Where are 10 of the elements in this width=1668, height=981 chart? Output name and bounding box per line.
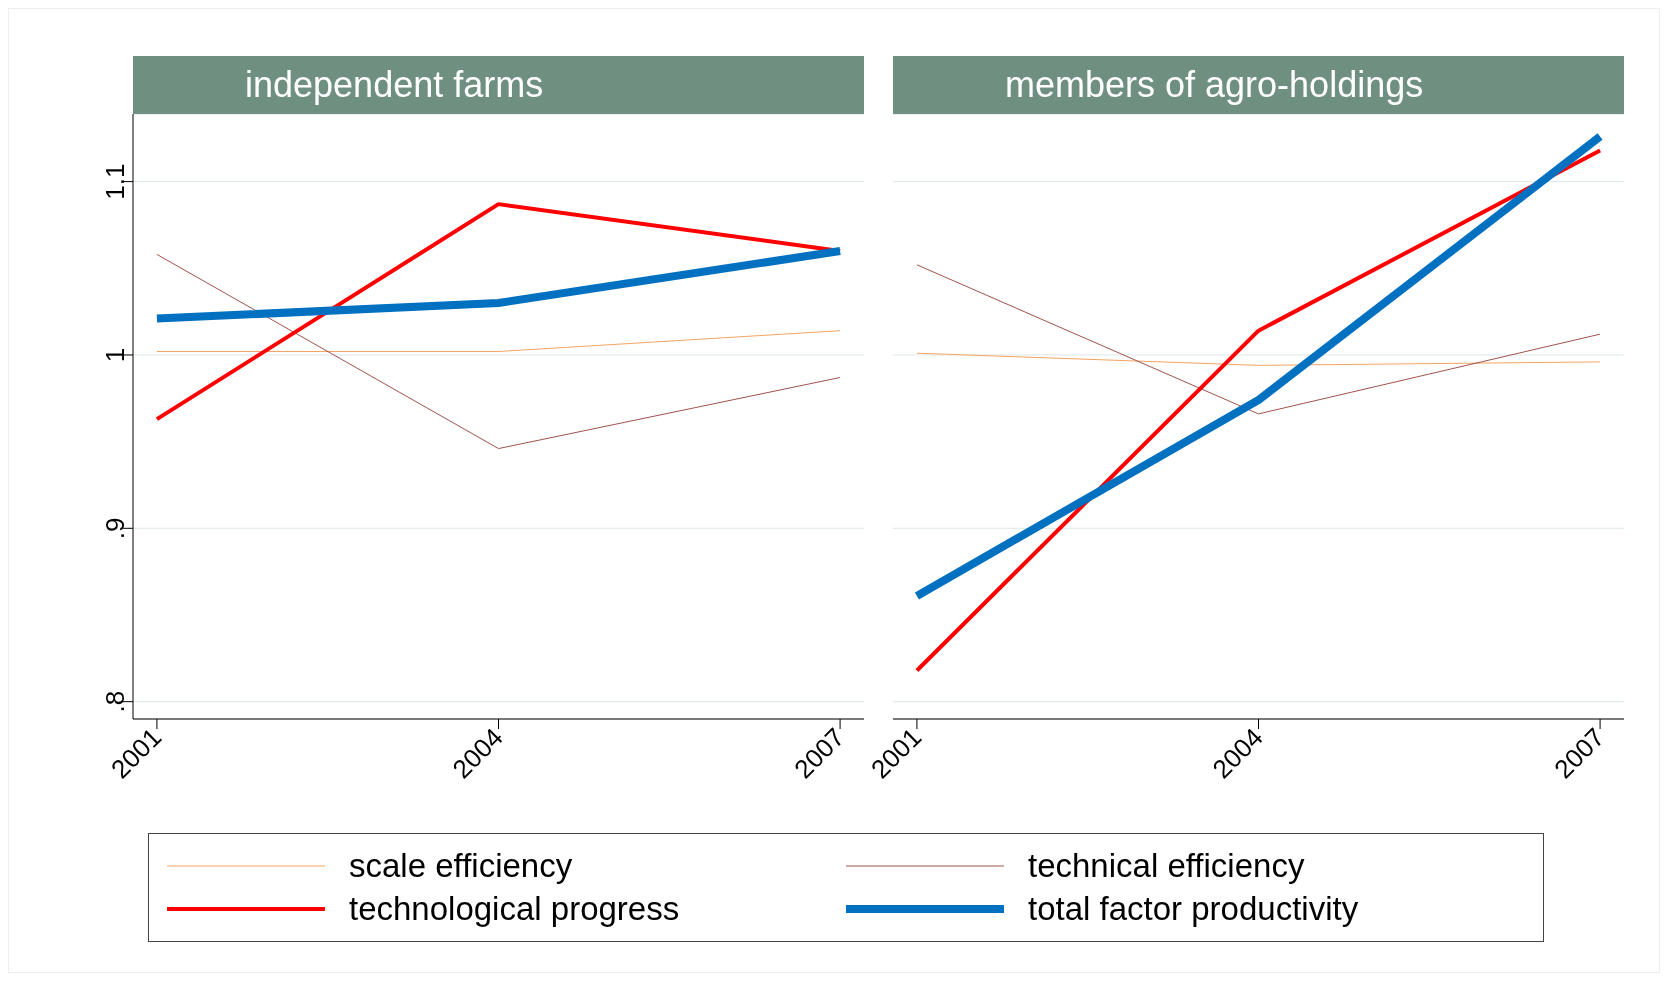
legend-label: scale efficiency <box>349 846 573 885</box>
y-tick-label: .9 <box>100 517 131 540</box>
legend-label: technical efficiency <box>1028 846 1305 885</box>
legend-label: total factor productivity <box>1028 890 1359 929</box>
chart-title: independent farms <box>133 56 864 114</box>
chart-title: members of agro-holdings <box>893 56 1624 114</box>
y-tick-label: 1.1 <box>100 163 131 200</box>
legend-label: technological progress <box>349 890 680 929</box>
y-tick-label: .8 <box>100 690 131 713</box>
y-tick-label: 1 <box>100 347 131 363</box>
